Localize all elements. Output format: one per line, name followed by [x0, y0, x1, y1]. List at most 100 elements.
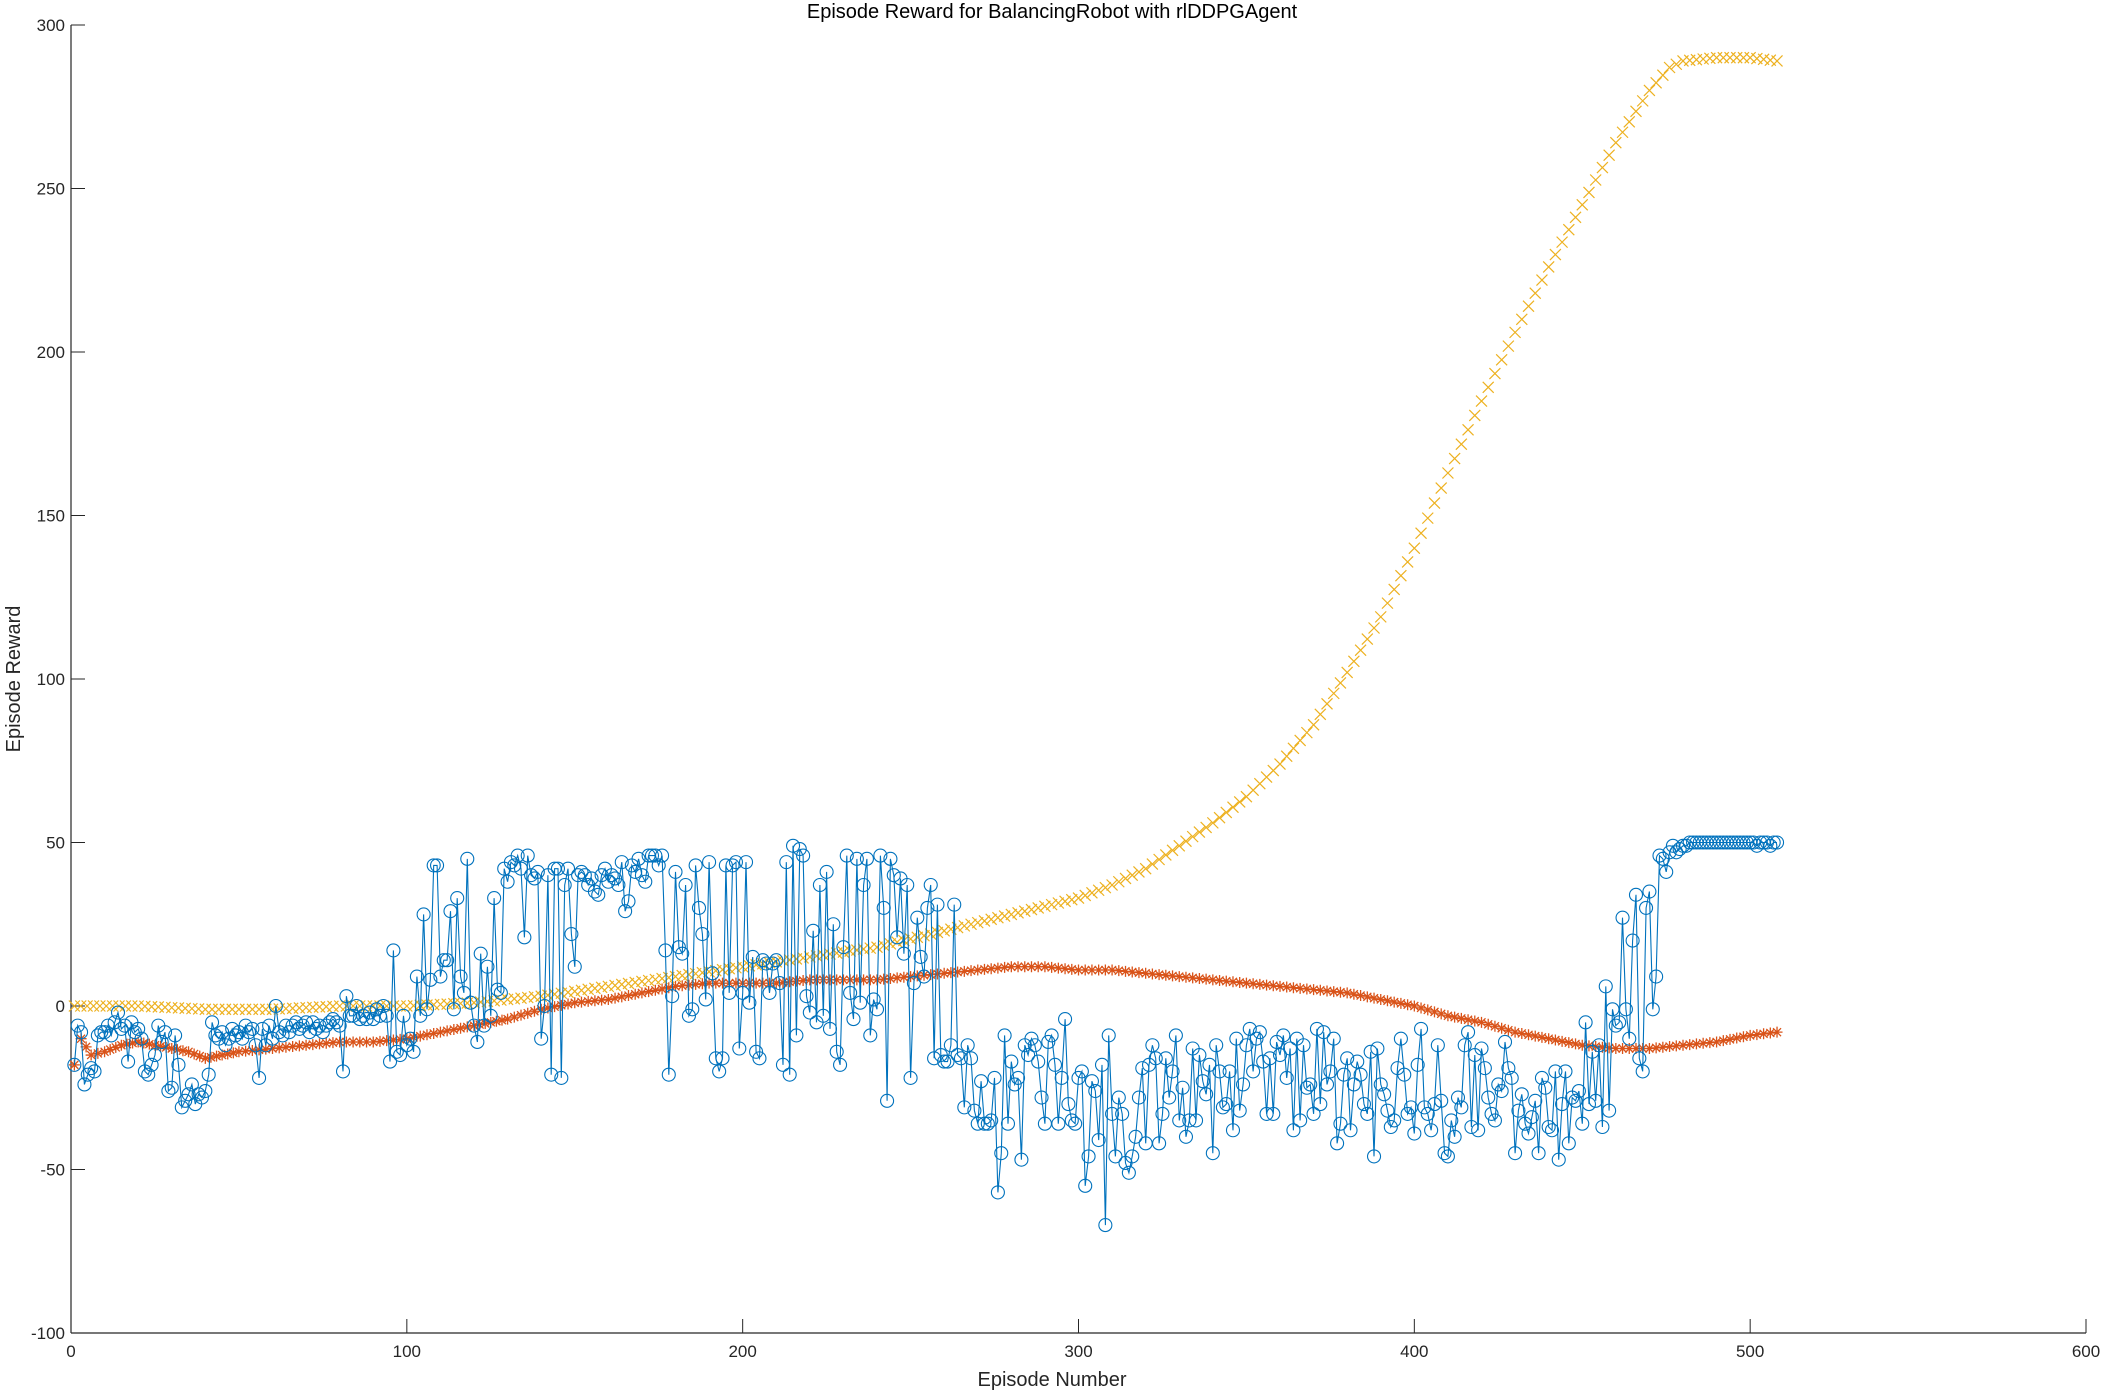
q0-point — [246, 1003, 259, 1016]
episode-point — [1266, 1106, 1281, 1121]
episode-point — [201, 1067, 216, 1082]
episode-point — [698, 992, 713, 1007]
average-point — [1120, 965, 1132, 977]
q0-point — [1569, 211, 1582, 224]
average-point — [1771, 1026, 1783, 1038]
episode-point — [792, 841, 807, 857]
average-point — [1529, 1030, 1541, 1042]
episode-point — [1588, 1093, 1603, 1108]
average-point — [1428, 1006, 1440, 1018]
y-tick-label: 300 — [37, 16, 65, 35]
average-point — [972, 964, 984, 976]
episode-point — [362, 1005, 377, 1020]
average-point — [1368, 992, 1380, 1004]
average-point — [1079, 964, 1091, 976]
episode-point — [530, 864, 545, 879]
episode-point — [74, 1025, 89, 1040]
episode-point — [1551, 1152, 1566, 1167]
episode-point — [456, 985, 471, 1000]
episode-point — [1434, 1093, 1449, 1108]
episode-point — [611, 877, 626, 893]
q0-point — [74, 1000, 87, 1012]
average-point — [515, 1009, 527, 1021]
q0-series — [68, 51, 1783, 1016]
average-point — [1502, 1024, 1514, 1036]
episode-point — [493, 985, 508, 1000]
episode-point — [863, 1028, 878, 1043]
average-point — [374, 1035, 386, 1047]
episode-point — [117, 1018, 132, 1033]
average-point — [649, 984, 661, 996]
q0-point — [1005, 908, 1018, 921]
average-point — [1025, 961, 1037, 973]
episode-point — [255, 1021, 270, 1036]
average-point — [1556, 1035, 1568, 1047]
episode-point — [984, 1113, 999, 1128]
episode-point — [1598, 979, 1613, 994]
episode-point — [799, 989, 814, 1004]
episode-point — [621, 894, 636, 909]
episode-point — [1393, 1031, 1408, 1046]
q0-point — [1153, 853, 1166, 866]
average-point — [367, 1036, 379, 1048]
episode-point — [1041, 1034, 1056, 1050]
q0-point — [1663, 61, 1676, 74]
q0-point — [1227, 801, 1239, 814]
episode-point — [396, 1008, 411, 1023]
episode-point — [1447, 1129, 1462, 1144]
average-point — [777, 976, 789, 988]
episode-point — [225, 1021, 240, 1036]
average-point — [293, 1040, 305, 1052]
average-point — [1046, 961, 1058, 973]
average-point — [1140, 967, 1152, 979]
episode-point — [1319, 1077, 1335, 1092]
episode-point — [980, 1116, 995, 1131]
average-point — [1355, 990, 1367, 1002]
q0-point — [891, 936, 904, 949]
average-point — [110, 1041, 122, 1053]
episode-point — [1548, 1064, 1563, 1079]
q0-point — [1408, 542, 1421, 555]
episode-point — [1571, 1083, 1586, 1099]
average-point — [1664, 1041, 1676, 1053]
average-point — [1435, 1008, 1447, 1020]
q0-point — [1529, 287, 1542, 300]
episode-point — [1299, 1080, 1314, 1095]
episode-point — [369, 1002, 384, 1017]
q0-point — [206, 1003, 218, 1016]
episode-point — [446, 1002, 461, 1017]
episode-point — [335, 1064, 351, 1079]
episode-point — [339, 989, 354, 1004]
y-tick-label: 200 — [37, 343, 65, 362]
episode-point — [728, 855, 744, 870]
episode-point — [228, 1028, 243, 1043]
average-point — [958, 965, 970, 977]
episode-point — [141, 1067, 156, 1082]
episode-point — [1555, 1097, 1570, 1112]
episode-point — [1659, 864, 1674, 879]
average-point — [155, 1040, 167, 1052]
episode-point — [943, 1038, 958, 1053]
q0-point — [877, 939, 890, 952]
episode-point — [1377, 1087, 1392, 1102]
average-point — [1677, 1039, 1689, 1051]
episode-point — [1534, 1070, 1549, 1085]
average-point — [1267, 980, 1279, 992]
average-point — [575, 996, 587, 1008]
episode-point — [1296, 1038, 1311, 1053]
episode-point — [288, 1015, 304, 1030]
average-point — [1334, 986, 1346, 998]
q0-point — [1233, 796, 1246, 808]
episode-point — [859, 851, 874, 866]
episode-point — [1064, 1113, 1079, 1128]
episode-point — [1262, 1051, 1277, 1066]
q0-point — [1193, 826, 1206, 838]
average-point — [428, 1027, 440, 1039]
episode-point — [77, 1077, 92, 1092]
episode-point — [648, 848, 663, 863]
episode-point — [974, 1074, 989, 1089]
episode-point — [873, 848, 888, 863]
average-point — [1321, 985, 1333, 997]
episode-point — [1212, 1064, 1227, 1079]
average-point — [1348, 988, 1360, 1000]
